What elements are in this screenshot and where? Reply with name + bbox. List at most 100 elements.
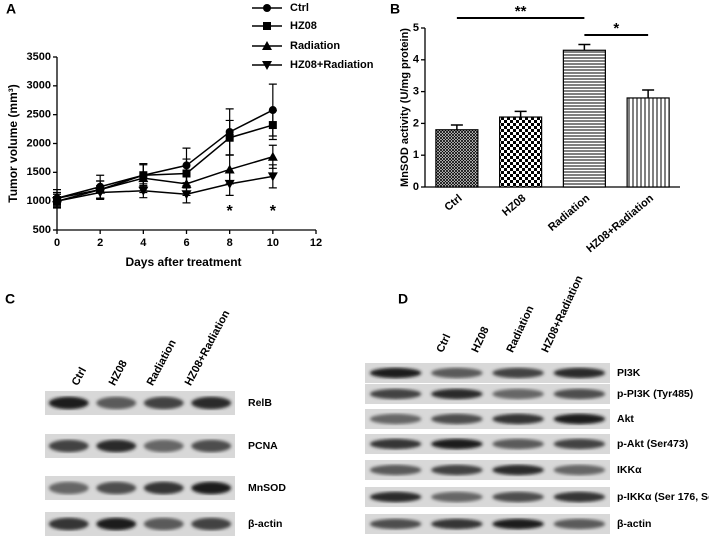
blot-band	[96, 481, 137, 495]
blot-background	[365, 514, 610, 534]
x-tick-label: 4	[140, 237, 147, 249]
blot-background	[365, 434, 610, 454]
row-label: MnSOD	[248, 482, 286, 494]
blot-band	[369, 388, 422, 400]
blot-background	[365, 460, 610, 480]
y-tick-label: 1500	[27, 166, 51, 178]
blot-band	[431, 438, 483, 450]
row-label: p-PI3K (Tyr485)	[617, 388, 693, 400]
blot-band	[369, 367, 422, 379]
bar	[626, 97, 670, 188]
series-line	[56, 109, 274, 200]
legend-label: HZ08	[290, 20, 317, 32]
point	[224, 179, 235, 189]
blot-band	[553, 491, 606, 503]
blot-row	[365, 487, 610, 507]
x-tick-label: HZ08+Radiation	[584, 192, 656, 255]
blot-band	[553, 438, 606, 450]
blot-band	[96, 396, 137, 410]
point	[267, 172, 278, 182]
point	[138, 186, 149, 196]
blot-row	[365, 384, 610, 404]
blot-band	[96, 517, 137, 531]
row-label: β-actin	[248, 518, 282, 530]
blot-background	[365, 384, 610, 404]
blot-row	[45, 476, 235, 500]
blot-row	[365, 460, 610, 480]
blot-band	[492, 413, 544, 425]
row-label: p-IKKα (Ser 176, Ser 180)	[617, 491, 709, 503]
y-tick-label: 3000	[27, 80, 51, 92]
blot-background	[365, 409, 610, 429]
panel-letter: A	[6, 1, 16, 17]
panel-letter: D	[398, 291, 408, 307]
lane-label: HZ08	[469, 325, 491, 354]
blot-band	[431, 518, 483, 530]
blot-band	[553, 388, 606, 400]
x-tick-label: Radiation	[546, 192, 592, 234]
error-bar	[578, 43, 591, 51]
bar	[499, 116, 543, 188]
bar	[562, 49, 606, 188]
y-tick-label: 2	[413, 117, 419, 129]
blot-band	[431, 388, 483, 400]
blot-band	[96, 439, 137, 453]
y-tick-label: 2500	[27, 109, 51, 121]
blot-band	[191, 439, 232, 453]
point	[267, 151, 278, 161]
blot-band	[553, 413, 606, 425]
x-tick-label: 2	[97, 237, 103, 249]
panel-letter: B	[390, 1, 400, 17]
point	[95, 188, 106, 198]
blot-band	[48, 439, 89, 453]
legend-label: Ctrl	[290, 2, 309, 14]
point	[181, 190, 192, 200]
x-tick-label: 12	[310, 237, 322, 249]
legend-label: Radiation	[290, 40, 340, 52]
significance-label: **	[515, 3, 527, 20]
blot-band	[369, 491, 422, 503]
annotation: *	[227, 203, 234, 220]
annotation: *	[270, 203, 277, 220]
row-label: β-actin	[617, 518, 651, 530]
y-tick-label: 3500	[27, 51, 51, 63]
point	[52, 197, 62, 207]
blot-band	[191, 396, 232, 410]
blot-row	[365, 409, 610, 429]
series-line	[56, 156, 274, 200]
blot-row	[365, 363, 610, 383]
lane-label: Ctrl	[434, 332, 453, 354]
bar	[435, 129, 479, 188]
panel-letter: C	[5, 291, 15, 307]
row-label: PCNA	[248, 440, 278, 452]
error-bar	[450, 124, 463, 130]
lane-label: HZ08+Radiation	[539, 274, 585, 355]
blot-band	[48, 517, 89, 531]
blot-band	[143, 396, 184, 410]
blot-background	[365, 363, 610, 383]
blot-band	[492, 491, 544, 503]
row-label: Akt	[617, 413, 634, 425]
y-tick-label: 0	[413, 181, 419, 193]
blot-band	[143, 439, 184, 453]
blot-band	[191, 517, 232, 531]
blot-band	[492, 464, 544, 476]
lane-label: Radiation	[145, 338, 179, 388]
lane-label: HZ08	[107, 358, 130, 387]
row-label: RelB	[248, 397, 272, 409]
x-tick-label: 6	[183, 237, 189, 249]
blot-band	[143, 517, 184, 531]
blot-background	[365, 487, 610, 507]
row-label: IKKα	[617, 464, 642, 476]
y-tick-label: 500	[33, 224, 51, 236]
blot-row	[365, 514, 610, 534]
x-tick-label: 0	[54, 237, 60, 249]
y-tick-label: 1	[413, 149, 419, 161]
blot-band	[143, 481, 184, 495]
series-line	[56, 175, 273, 202]
x-tick-label: HZ08	[500, 192, 528, 218]
y-tick-label: 4	[413, 54, 420, 66]
blot-band	[431, 367, 483, 379]
x-tick-label: Ctrl	[442, 192, 464, 213]
